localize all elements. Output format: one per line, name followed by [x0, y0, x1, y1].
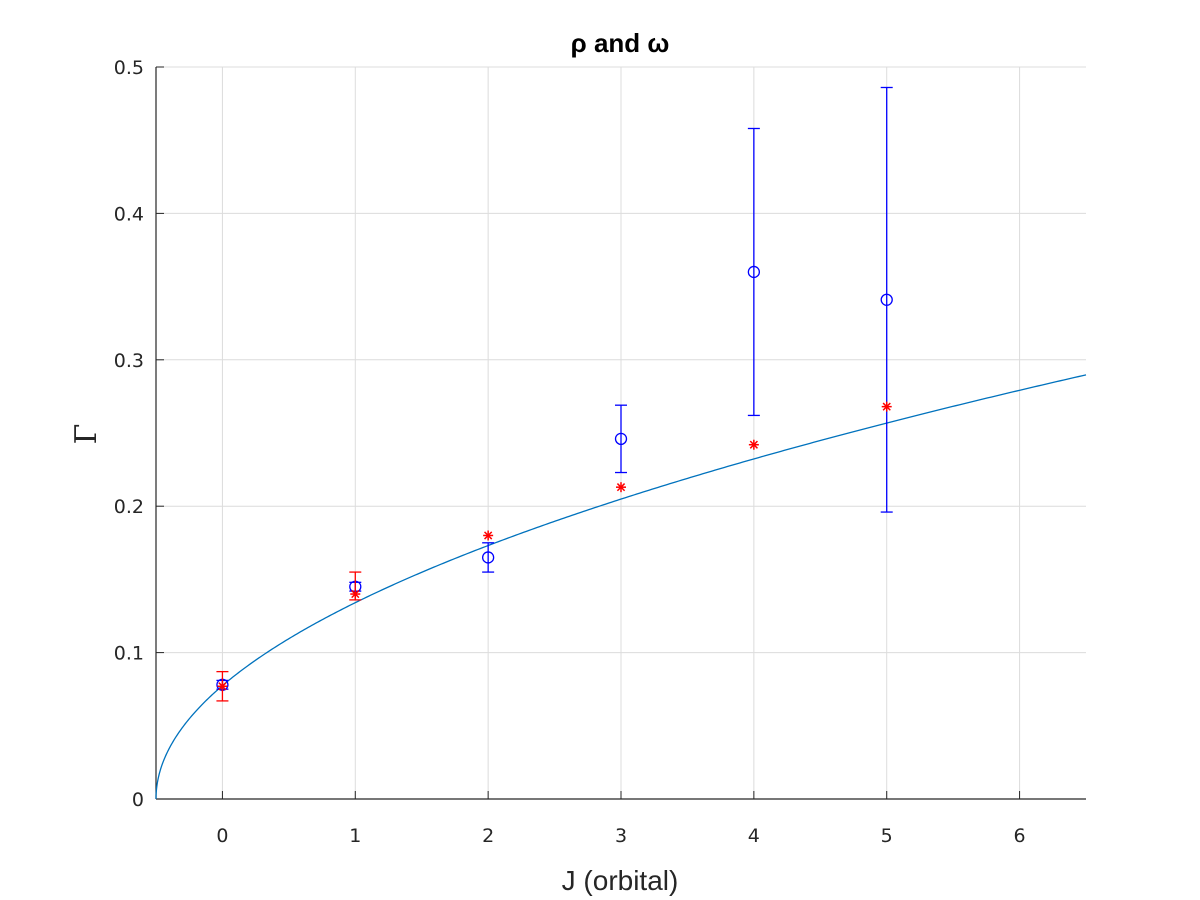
- data-point: [614, 432, 628, 446]
- x-tick-label: 1: [349, 825, 361, 847]
- y-tick-label: 0.1: [114, 643, 144, 665]
- x-tick-label: 0: [216, 825, 228, 847]
- data-point: [217, 681, 228, 692]
- axes: [155, 66, 1086, 800]
- data-point: [748, 439, 759, 450]
- data-point: [350, 589, 361, 600]
- tick-labels: 0 1 2 3 4 5 6 0 0.1 0.2 0.3 0.4 0.5: [114, 57, 1026, 847]
- x-axis-label: J (orbital): [562, 865, 679, 896]
- data-point: [483, 530, 494, 541]
- y-tick-label: 0: [132, 789, 144, 811]
- data-series-layer: [216, 86, 893, 702]
- data-point: [616, 482, 626, 493]
- blue-circle-series: [216, 86, 893, 691]
- data-point: [881, 401, 892, 412]
- x-tick-label: 5: [881, 825, 893, 847]
- x-tick-label: 4: [748, 825, 760, 847]
- chart-title: ρ and ω: [571, 28, 670, 58]
- y-tick-label: 0.3: [114, 350, 144, 372]
- y-tick-label: 0.5: [114, 57, 144, 79]
- fit-curve: [155, 374, 1087, 800]
- red-star-series: [216, 401, 892, 702]
- x-tick-label: 6: [1014, 825, 1026, 847]
- fit-curve-layer: [155, 374, 1087, 800]
- data-point: [880, 293, 893, 306]
- y-tick-label: 0.2: [114, 496, 144, 518]
- y-tick-label: 0.4: [114, 203, 144, 225]
- x-tick-label: 3: [615, 825, 627, 847]
- x-tick-label: 2: [482, 825, 494, 847]
- data-point: [747, 265, 761, 279]
- y-axis-label: Γ: [69, 424, 104, 445]
- data-point: [481, 551, 495, 564]
